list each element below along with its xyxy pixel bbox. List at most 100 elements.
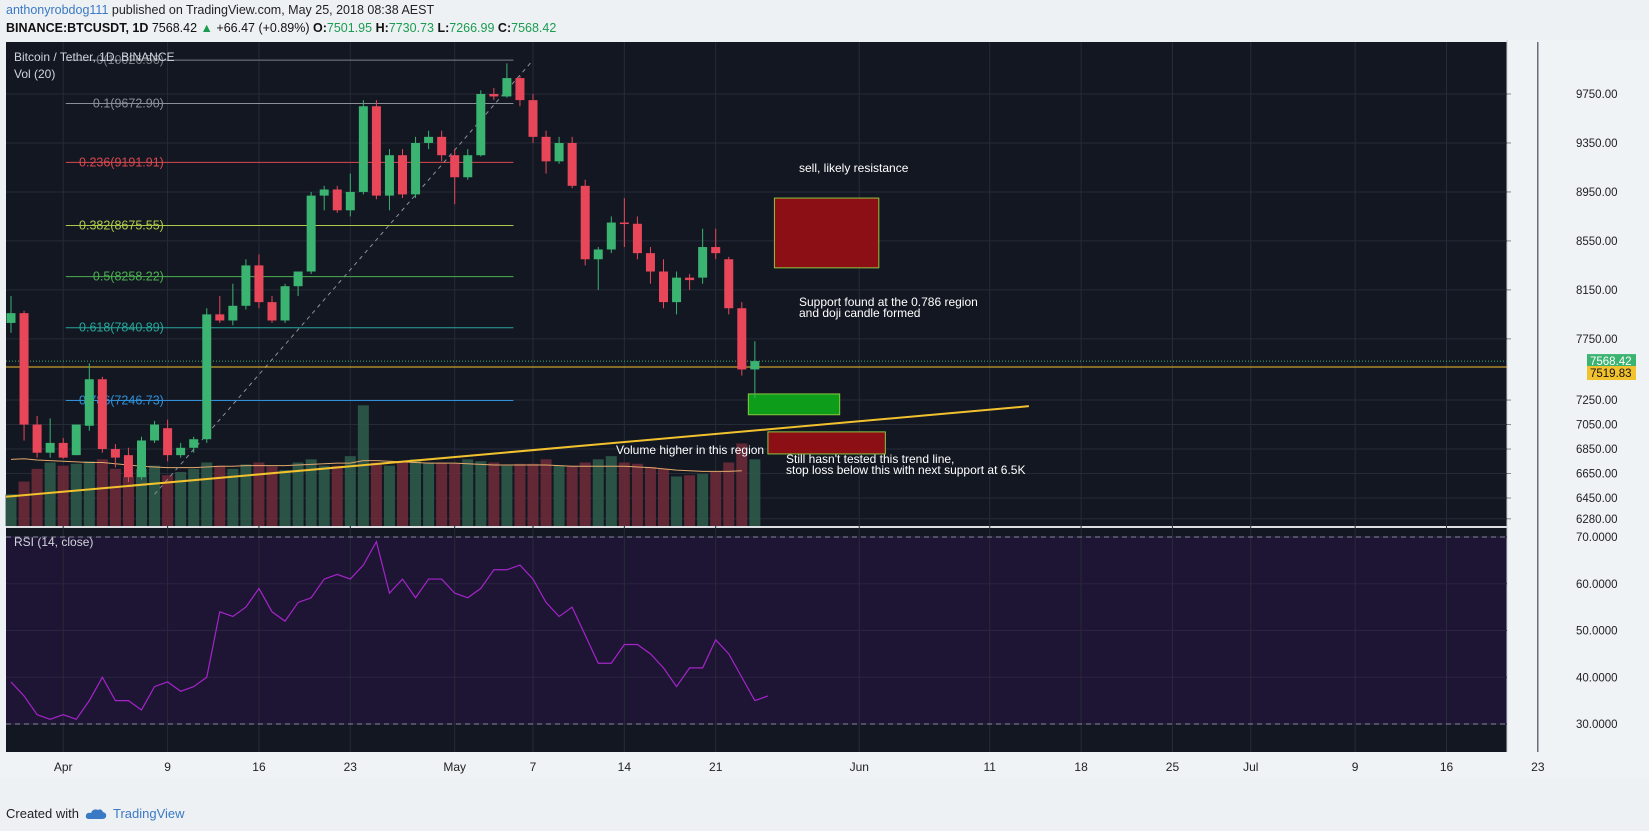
- time-tick-label: 14: [618, 760, 632, 774]
- rsi-tick-label: 50.0000: [1576, 626, 1618, 638]
- volume-bar: [96, 459, 108, 526]
- candle-body: [58, 442, 68, 458]
- candle-body: [267, 302, 277, 321]
- annotation-text: Still hasn't tested this trend line,: [786, 452, 954, 466]
- candle-body: [567, 142, 577, 186]
- publish-info: published on TradingView.com, May 25, 20…: [111, 3, 435, 17]
- price-tick-label: 9350.00: [1576, 138, 1618, 150]
- volume-bar: [331, 465, 343, 526]
- volume-bar: [383, 465, 395, 526]
- stop-loss-box: [767, 431, 886, 455]
- candle-body: [476, 94, 486, 156]
- rsi-line: [10, 540, 769, 721]
- volume-bar: [749, 459, 761, 526]
- candle-body: [580, 185, 590, 260]
- tradingview-brand[interactable]: TradingView: [85, 806, 185, 821]
- fib-level-label: 0.618(7840.89): [79, 321, 164, 335]
- close-value: 7568.42: [511, 21, 557, 35]
- volume-bar: [553, 465, 565, 526]
- time-tick-label: 23: [1531, 760, 1545, 774]
- price-tick-label: 6850.00: [1576, 444, 1618, 456]
- fib-level-label: 0.236(9191.91): [79, 155, 164, 169]
- candle-body: [228, 305, 238, 321]
- annotation-text: sell, likely resistance: [799, 161, 909, 175]
- volume-bar: [631, 463, 643, 526]
- candle-body: [437, 136, 447, 156]
- time-tick-label: May: [443, 760, 466, 774]
- volume-bar: [423, 462, 435, 526]
- price-chart[interactable]: 0(10026.56) 0.1(9672.90) 0.236(9191.91) 0.3…: [0, 40, 1649, 798]
- price-tick-label: 6650.00: [1576, 469, 1618, 481]
- candle-body: [645, 253, 655, 272]
- candle-body: [19, 313, 29, 425]
- candle-body: [593, 249, 603, 260]
- volume-bar: [162, 475, 174, 526]
- volume-bar: [501, 465, 513, 526]
- volume-bar: [31, 468, 43, 526]
- open-value: 7501.95: [326, 21, 373, 35]
- candle-body: [45, 442, 55, 453]
- volume-bar: [44, 462, 56, 526]
- volume-bar: [305, 459, 317, 526]
- volume-bar: [410, 459, 422, 526]
- symbol-header: BINANCE:BTCUSDT, 1D 7568.42 ▲ +66.47 (+0…: [6, 21, 556, 35]
- rsi-tick-label: 60.0000: [1576, 579, 1618, 591]
- volume-bar: [605, 456, 617, 526]
- candle-body: [189, 439, 199, 448]
- volume-bar: [370, 462, 382, 526]
- volume-bar: [188, 468, 200, 526]
- volume-bar: [710, 472, 722, 526]
- time-tick-label: 9: [1352, 760, 1359, 774]
- fib-level-label: 0(10026.56): [96, 53, 163, 67]
- volume-bar: [57, 465, 69, 526]
- candle-body: [6, 313, 16, 323]
- high-label: H:: [375, 21, 389, 35]
- fib-level-label: 0.5(8258.22): [93, 270, 164, 284]
- time-tick-label: Jul: [1243, 760, 1258, 774]
- volume-bar: [214, 465, 226, 526]
- candle-body: [306, 195, 316, 272]
- volume-bar: [136, 468, 147, 526]
- volume-bar: [149, 465, 161, 526]
- high-value: 7730.73: [388, 21, 434, 35]
- candle-body: [137, 440, 146, 478]
- time-tick-label: Apr: [54, 760, 73, 774]
- candle-body: [659, 271, 668, 303]
- volume-bar: [736, 443, 748, 526]
- time-tick-label: 21: [709, 760, 723, 774]
- low-value: 7266.99: [449, 21, 495, 35]
- rsi-tick-label: 70.0000: [1576, 532, 1618, 544]
- candle-body: [110, 449, 120, 458]
- price-tick-label: 8550.00: [1576, 236, 1618, 248]
- candle-body: [450, 155, 460, 178]
- rsi-label: RSI (14, close): [14, 535, 93, 549]
- volume-bar: [658, 468, 669, 526]
- last-price: 7568.42: [151, 21, 198, 35]
- candle-body: [502, 78, 512, 97]
- candle-body: [698, 247, 708, 278]
- candle-body: [371, 106, 381, 196]
- volume-bar: [566, 465, 578, 526]
- fib-level-label: 0.1(9672.90): [93, 96, 164, 110]
- volume-bar: [279, 470, 291, 526]
- volume-bar: [527, 463, 539, 526]
- trend-line: [5, 405, 1029, 498]
- fib-level-label: 0.382(8675.55): [79, 219, 164, 233]
- price-tick-label: 8150.00: [1576, 285, 1618, 297]
- time-tick-label: 9: [164, 760, 171, 774]
- candle-body: [97, 379, 107, 450]
- volume-bar: [475, 461, 487, 526]
- candle-body: [215, 314, 225, 321]
- author-link[interactable]: anthonyrobdog111: [6, 3, 109, 17]
- candle-body: [711, 247, 721, 254]
- chart-title: Bitcoin / Tether, 1D, BINANCE: [14, 50, 175, 64]
- volume-bar: [671, 476, 683, 526]
- volume-bar: [462, 459, 474, 526]
- candle-body: [71, 424, 81, 456]
- candle-body: [515, 78, 525, 101]
- candle-body: [672, 277, 682, 303]
- volume-bar: [697, 473, 709, 526]
- created-with-text: Created with: [6, 806, 79, 821]
- low-label: L:: [437, 21, 450, 35]
- volume-bar: [684, 475, 696, 526]
